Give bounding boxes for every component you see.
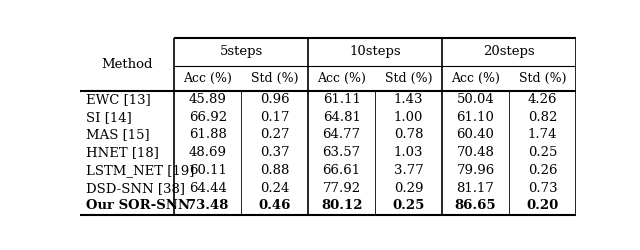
Text: 66.61: 66.61 xyxy=(323,164,361,177)
Text: 61.88: 61.88 xyxy=(189,128,227,141)
Text: 0.27: 0.27 xyxy=(260,128,289,141)
Text: 0.88: 0.88 xyxy=(260,164,289,177)
Text: 0.26: 0.26 xyxy=(528,164,557,177)
Text: 0.46: 0.46 xyxy=(259,200,291,212)
Text: 60.11: 60.11 xyxy=(189,164,227,177)
Text: 64.44: 64.44 xyxy=(189,182,227,195)
Text: 73.48: 73.48 xyxy=(187,200,228,212)
Text: Std (%): Std (%) xyxy=(251,72,298,85)
Text: MAS [15]: MAS [15] xyxy=(86,128,150,141)
Text: 64.81: 64.81 xyxy=(323,111,360,124)
Text: 1.00: 1.00 xyxy=(394,111,423,124)
Text: Method: Method xyxy=(101,58,153,71)
Text: 63.57: 63.57 xyxy=(323,146,361,159)
Text: 64.77: 64.77 xyxy=(323,128,361,141)
Text: 0.82: 0.82 xyxy=(528,111,557,124)
Text: Std (%): Std (%) xyxy=(385,72,433,85)
Text: 5steps: 5steps xyxy=(220,45,263,58)
Text: HNET [18]: HNET [18] xyxy=(86,146,159,159)
Text: 0.29: 0.29 xyxy=(394,182,423,195)
Text: Our SOR-SNN: Our SOR-SNN xyxy=(86,200,190,212)
Text: 0.24: 0.24 xyxy=(260,182,289,195)
Text: 3.77: 3.77 xyxy=(394,164,424,177)
Text: 0.25: 0.25 xyxy=(528,146,557,159)
Text: 4.26: 4.26 xyxy=(528,93,557,106)
Text: 0.20: 0.20 xyxy=(526,200,559,212)
Text: 50.04: 50.04 xyxy=(457,93,495,106)
Text: 66.92: 66.92 xyxy=(189,111,227,124)
Text: SI [14]: SI [14] xyxy=(86,111,132,124)
Text: 0.37: 0.37 xyxy=(260,146,289,159)
Text: 80.12: 80.12 xyxy=(321,200,362,212)
Text: 0.96: 0.96 xyxy=(260,93,289,106)
Text: 10steps: 10steps xyxy=(349,45,401,58)
Text: 20steps: 20steps xyxy=(483,45,535,58)
Text: 81.17: 81.17 xyxy=(456,182,495,195)
Text: 86.65: 86.65 xyxy=(455,200,497,212)
Text: 77.92: 77.92 xyxy=(323,182,361,195)
Text: 61.11: 61.11 xyxy=(323,93,360,106)
Text: DSD-SNN [38]: DSD-SNN [38] xyxy=(86,182,185,195)
Text: 45.89: 45.89 xyxy=(189,93,227,106)
Text: 1.43: 1.43 xyxy=(394,93,423,106)
Text: Acc (%): Acc (%) xyxy=(451,72,500,85)
Text: 0.78: 0.78 xyxy=(394,128,423,141)
Text: 1.03: 1.03 xyxy=(394,146,423,159)
Text: 48.69: 48.69 xyxy=(189,146,227,159)
Text: LSTM_NET [19]: LSTM_NET [19] xyxy=(86,164,195,177)
Text: 61.10: 61.10 xyxy=(456,111,495,124)
Text: 60.40: 60.40 xyxy=(456,128,495,141)
Text: 79.96: 79.96 xyxy=(456,164,495,177)
Text: 70.48: 70.48 xyxy=(456,146,495,159)
Text: Acc (%): Acc (%) xyxy=(183,72,232,85)
Text: 1.74: 1.74 xyxy=(528,128,557,141)
Text: 0.73: 0.73 xyxy=(528,182,557,195)
Text: 0.25: 0.25 xyxy=(392,200,425,212)
Text: Std (%): Std (%) xyxy=(519,72,566,85)
Text: Acc (%): Acc (%) xyxy=(317,72,366,85)
Text: EWC [13]: EWC [13] xyxy=(86,93,150,106)
Text: 0.17: 0.17 xyxy=(260,111,289,124)
